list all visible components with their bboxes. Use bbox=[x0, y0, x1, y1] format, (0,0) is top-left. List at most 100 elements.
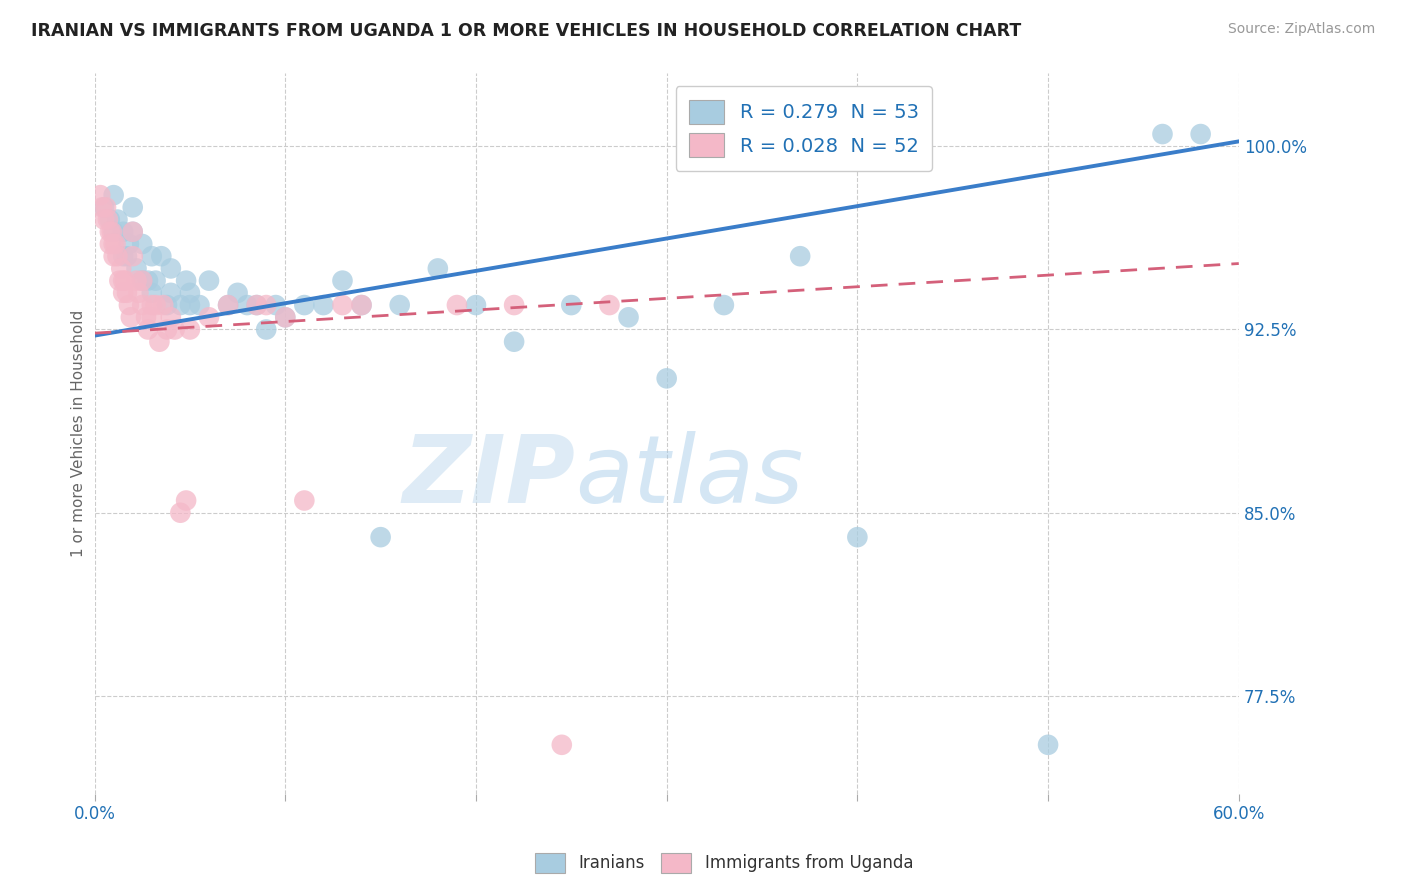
Point bbox=[107, 212, 129, 227]
Point bbox=[312, 298, 335, 312]
Point bbox=[388, 798, 411, 813]
Point bbox=[141, 249, 163, 263]
Point bbox=[465, 298, 488, 312]
Text: IRANIAN VS IMMIGRANTS FROM UGANDA 1 OR MORE VEHICLES IN HOUSEHOLD CORRELATION CH: IRANIAN VS IMMIGRANTS FROM UGANDA 1 OR M… bbox=[31, 22, 1021, 40]
Point bbox=[169, 298, 191, 312]
Point bbox=[254, 298, 277, 312]
Point bbox=[1152, 127, 1174, 141]
Point bbox=[174, 493, 197, 508]
Point bbox=[179, 322, 201, 336]
Point bbox=[655, 371, 678, 385]
Point bbox=[136, 274, 159, 288]
Point bbox=[141, 298, 163, 312]
Point bbox=[160, 310, 183, 325]
Point bbox=[110, 261, 132, 276]
Point bbox=[169, 506, 191, 520]
Point bbox=[246, 298, 269, 312]
Point bbox=[150, 249, 173, 263]
Point bbox=[121, 249, 143, 263]
Point bbox=[145, 274, 167, 288]
Point bbox=[246, 298, 269, 312]
Point bbox=[332, 298, 354, 312]
Point bbox=[112, 285, 135, 300]
Point bbox=[131, 298, 153, 312]
Legend: Iranians, Immigrants from Uganda: Iranians, Immigrants from Uganda bbox=[529, 847, 920, 880]
Point bbox=[120, 310, 142, 325]
Point bbox=[145, 298, 167, 312]
Point bbox=[160, 285, 183, 300]
Point bbox=[560, 298, 582, 312]
Point bbox=[103, 225, 125, 239]
Point bbox=[121, 200, 143, 214]
Point bbox=[226, 285, 249, 300]
Point bbox=[160, 261, 183, 276]
Point bbox=[131, 274, 153, 288]
Point bbox=[98, 237, 121, 252]
Point bbox=[292, 298, 315, 312]
Point bbox=[112, 225, 135, 239]
Point bbox=[89, 188, 111, 202]
Point bbox=[198, 274, 221, 288]
Point bbox=[789, 249, 811, 263]
Point bbox=[103, 237, 125, 252]
Point bbox=[446, 298, 468, 312]
Point bbox=[121, 225, 143, 239]
Y-axis label: 1 or more Vehicles in Household: 1 or more Vehicles in Household bbox=[72, 310, 86, 557]
Point bbox=[174, 274, 197, 288]
Point bbox=[118, 298, 141, 312]
Point bbox=[617, 310, 640, 325]
Text: Source: ZipAtlas.com: Source: ZipAtlas.com bbox=[1227, 22, 1375, 37]
Point bbox=[156, 322, 179, 336]
Point bbox=[152, 298, 174, 312]
Point bbox=[141, 310, 163, 325]
Point bbox=[125, 261, 148, 276]
Point bbox=[713, 298, 735, 312]
Legend: R = 0.279  N = 53, R = 0.028  N = 52: R = 0.279 N = 53, R = 0.028 N = 52 bbox=[676, 87, 932, 170]
Point bbox=[236, 298, 259, 312]
Point bbox=[104, 237, 127, 252]
Point bbox=[131, 237, 153, 252]
Point bbox=[114, 274, 136, 288]
Point bbox=[135, 310, 157, 325]
Point bbox=[188, 298, 211, 312]
Point bbox=[551, 738, 574, 752]
Point bbox=[1189, 127, 1212, 141]
Point bbox=[350, 298, 373, 312]
Point bbox=[115, 249, 138, 263]
Point bbox=[121, 225, 143, 239]
Point bbox=[118, 237, 141, 252]
Point bbox=[264, 298, 287, 312]
Point bbox=[125, 274, 148, 288]
Point bbox=[163, 322, 186, 336]
Point bbox=[503, 298, 526, 312]
Point bbox=[127, 285, 149, 300]
Point bbox=[112, 274, 135, 288]
Point bbox=[98, 212, 121, 227]
Point bbox=[131, 274, 153, 288]
Point bbox=[292, 493, 315, 508]
Point bbox=[108, 274, 131, 288]
Point bbox=[846, 530, 869, 544]
Point bbox=[148, 334, 170, 349]
Point bbox=[103, 249, 125, 263]
Point bbox=[179, 298, 201, 312]
Point bbox=[350, 298, 373, 312]
Point bbox=[598, 298, 620, 312]
Point bbox=[98, 225, 121, 239]
Point bbox=[274, 310, 297, 325]
Point bbox=[274, 310, 297, 325]
Point bbox=[217, 298, 239, 312]
Point bbox=[103, 188, 125, 202]
Point bbox=[254, 322, 277, 336]
Point bbox=[503, 334, 526, 349]
Point bbox=[97, 212, 120, 227]
Point bbox=[100, 225, 122, 239]
Point bbox=[198, 310, 221, 325]
Point bbox=[217, 298, 239, 312]
Point bbox=[91, 200, 114, 214]
Point bbox=[156, 298, 179, 312]
Point bbox=[141, 285, 163, 300]
Point bbox=[115, 285, 138, 300]
Point bbox=[426, 261, 449, 276]
Point bbox=[1036, 738, 1059, 752]
